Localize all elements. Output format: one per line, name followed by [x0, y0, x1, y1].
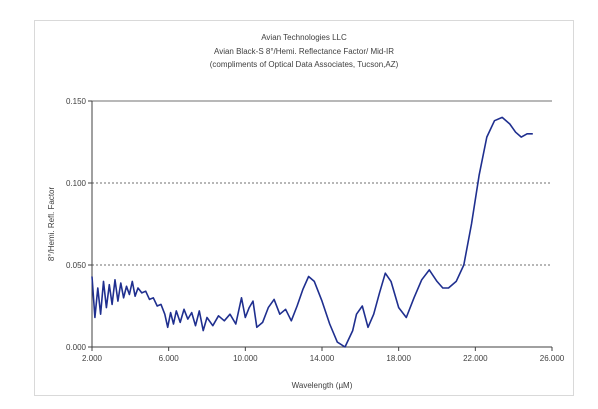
x-tick-label: 10.000 — [233, 354, 258, 363]
grid-layer — [92, 100, 552, 266]
x-tick-label: 18.000 — [386, 354, 411, 363]
x-tick-label: 26.000 — [540, 354, 565, 363]
x-tick-label: 6.000 — [159, 354, 180, 363]
chart-frame — [34, 20, 574, 396]
y-tick-label: 0.100 — [66, 179, 87, 188]
x-tick-label: 14.000 — [310, 354, 335, 363]
x-tick-label: 2.000 — [82, 354, 103, 363]
x-axis-title: Wavelength (µM) — [292, 381, 353, 390]
y-axis-title: 8°/Hemi. Refl. Factor — [47, 187, 56, 262]
axis-layer: 0.000 0.050 0.100 0.150 2.000 6.000 10.000 14.0… — [66, 97, 565, 363]
chart-subtitle-line-2: (compliments of Optical Data Associates,… — [209, 60, 399, 69]
x-tick-label: 22.000 — [463, 354, 488, 363]
y-tick-label: 0.150 — [66, 97, 87, 106]
y-tick-label: 0.050 — [66, 261, 87, 270]
chart-subtitle-line-1: Avian Black-S 8°/Hemi. Reflectance Facto… — [214, 47, 394, 56]
series-layer — [91, 116, 533, 348]
chart-title: Avian Technologies LLC — [261, 33, 347, 42]
y-tick-label: 0.000 — [66, 343, 87, 352]
reflectance-series-line — [91, 116, 533, 348]
